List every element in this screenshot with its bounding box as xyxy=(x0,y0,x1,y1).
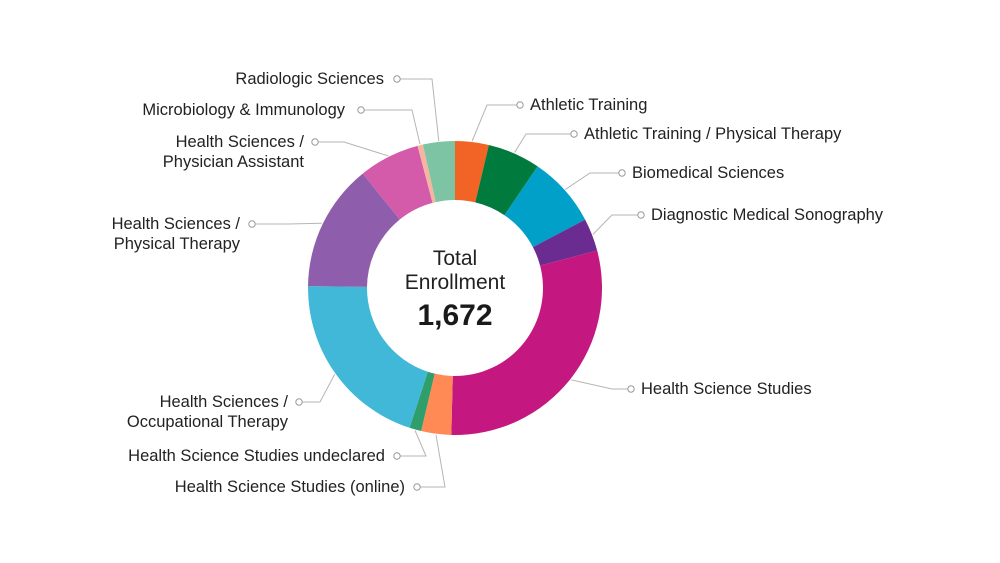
leader-dot-health-science-studies xyxy=(627,385,635,393)
slices-group xyxy=(308,141,602,435)
leader-dot-health-science-studies-undeclared xyxy=(393,452,401,460)
slice-health-sciences-occupational-therapy xyxy=(308,286,428,428)
leader-line-health-science-studies-undeclared xyxy=(397,430,427,457)
leader-dot-health-sciences-occupational-therapy xyxy=(295,398,303,406)
slice-athletic-training-physical-therapy xyxy=(475,144,538,216)
leader-dot-athletic-training-physical-therapy xyxy=(570,130,578,138)
label-health-sciences-physical-therapy: Health Sciences / Physical Therapy xyxy=(112,215,241,253)
leader-line-diagnostic-medical-sonography xyxy=(592,214,641,235)
leader-dot-health-sciences-physical-therapy xyxy=(248,220,256,228)
slice-health-sciences-physician-assistant xyxy=(362,145,433,220)
slice-health-science-studies-undeclared xyxy=(409,371,435,432)
label-health-science-studies: Health Science Studies xyxy=(641,380,812,398)
slice-health-science-studies-online xyxy=(421,373,453,435)
leader-line-biomedical-sciences xyxy=(565,172,622,190)
leader-line-health-science-studies xyxy=(570,379,631,390)
leader-line-health-sciences-occupational-therapy xyxy=(299,374,336,403)
slice-biomedical-sciences xyxy=(504,166,586,248)
center-line-1: Total xyxy=(433,247,477,270)
leaders-group xyxy=(248,75,645,491)
slice-health-sciences-physical-therapy xyxy=(308,173,400,287)
slice-health-science-studies xyxy=(451,250,602,435)
slice-microbiology-immunology xyxy=(417,144,436,203)
label-health-sciences-physician-assistant: Health Sciences / Physician Assistant xyxy=(163,133,305,171)
label-diagnostic-medical-sonography: Diagnostic Medical Sonography xyxy=(651,206,884,224)
leader-dot-health-sciences-physician-assistant xyxy=(311,138,319,146)
slice-athletic-training xyxy=(455,141,489,203)
center-total: 1,672 xyxy=(417,299,492,332)
label-health-science-studies-undeclared: Health Science Studies undeclared xyxy=(128,447,385,465)
leader-dot-athletic-training xyxy=(516,101,524,109)
leader-dot-microbiology-immunology xyxy=(357,106,365,114)
leader-dot-health-science-studies-online xyxy=(413,483,421,491)
leader-dot-radiologic-sciences xyxy=(393,75,401,83)
slice-diagnostic-medical-sonography xyxy=(532,219,598,266)
leader-line-athletic-training xyxy=(471,104,520,142)
leader-dot-biomedical-sciences xyxy=(618,169,626,177)
leader-line-health-science-studies-online xyxy=(417,434,446,488)
label-radiologic-sciences: Radiologic Sciences xyxy=(235,70,384,88)
slice-radiologic-sciences xyxy=(422,141,455,203)
leader-dot-diagnostic-medical-sonography xyxy=(637,211,645,219)
label-microbiology-immunology: Microbiology & Immunology xyxy=(142,101,345,119)
center-line-2: Enrollment xyxy=(405,271,506,294)
leader-line-athletic-training-physical-therapy xyxy=(514,133,574,153)
label-athletic-training: Athletic Training xyxy=(530,96,647,114)
label-health-science-studies-online: Health Science Studies (online) xyxy=(175,478,405,496)
leader-line-health-sciences-physical-therapy xyxy=(252,222,322,225)
leader-line-microbiology-immunology xyxy=(361,109,421,145)
label-athletic-training-physical-therapy: Athletic Training / Physical Therapy xyxy=(584,125,842,143)
label-health-sciences-occupational-therapy: Health Sciences / Occupational Therapy xyxy=(127,393,289,431)
leader-line-health-sciences-physician-assistant xyxy=(315,141,389,157)
labels-group: Athletic Training Athletic Training / Phy… xyxy=(112,70,884,496)
leader-line-radiologic-sciences xyxy=(397,78,440,141)
label-biomedical-sciences: Biomedical Sciences xyxy=(632,164,784,182)
